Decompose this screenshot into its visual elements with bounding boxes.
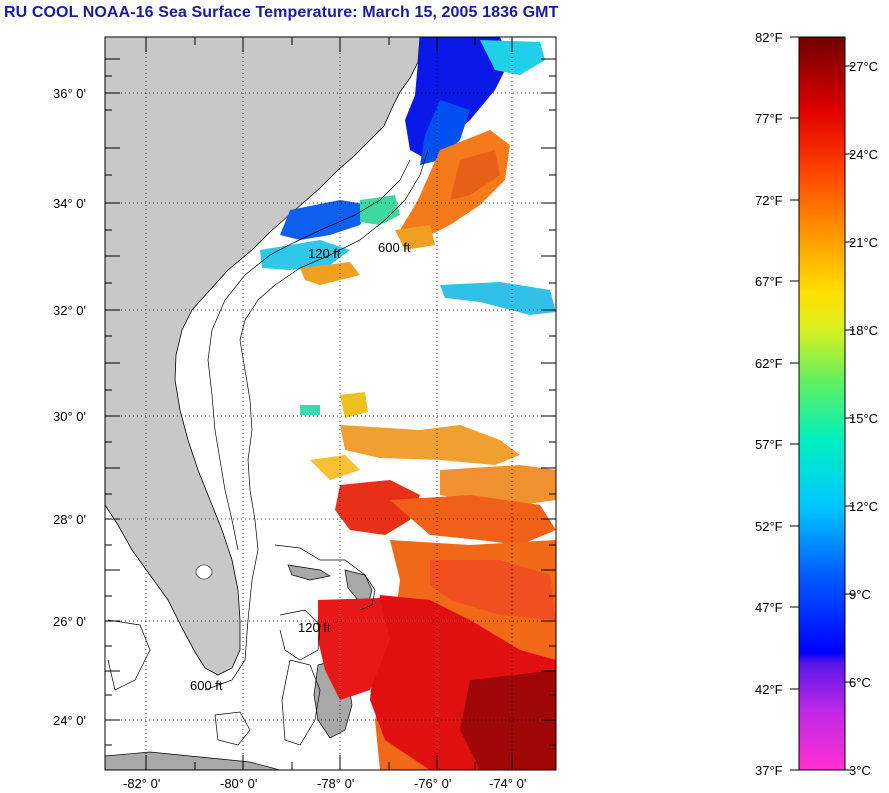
lon-label-74: -74° 0' bbox=[489, 776, 526, 791]
cb-c-3: 3°C bbox=[849, 763, 871, 778]
cb-f-72: 72°F bbox=[755, 193, 783, 208]
cb-f-82: 82°F bbox=[755, 30, 783, 45]
contour-label-600-south: 600 ft bbox=[190, 678, 223, 693]
cb-f-77: 77°F bbox=[755, 111, 783, 126]
cb-f-47: 47°F bbox=[755, 600, 783, 615]
cb-c-18: 18°C bbox=[849, 323, 878, 338]
lat-label-28: 28° 0' bbox=[53, 512, 86, 527]
right-ticks bbox=[541, 58, 556, 746]
lat-label-26: 26° 0' bbox=[53, 614, 86, 629]
cb-c-15: 15°C bbox=[849, 411, 878, 426]
lat-label-34: 34° 0' bbox=[53, 196, 86, 211]
cb-c-12: 12°C bbox=[849, 499, 878, 514]
lat-label-30: 30° 0' bbox=[53, 409, 86, 424]
cb-c-24: 24°C bbox=[849, 147, 878, 162]
map-title: RU COOL NOAA-16 Sea Surface Temperature:… bbox=[4, 4, 559, 21]
lon-label-76: -76° 0' bbox=[414, 776, 451, 791]
cb-f-52: 52°F bbox=[755, 519, 783, 534]
cb-f-57: 57°F bbox=[755, 437, 783, 452]
lat-label-24: 24° 0' bbox=[53, 713, 86, 728]
colorbar-ticks bbox=[790, 36, 854, 771]
left-ticks bbox=[105, 58, 120, 746]
lat-label-32: 32° 0' bbox=[53, 303, 86, 318]
contour-label-120-bahamas: 120 ft bbox=[298, 620, 331, 635]
contour-label-120: 120 ft bbox=[308, 246, 341, 261]
lon-label-82: -82° 0' bbox=[123, 776, 160, 791]
colorbar bbox=[798, 36, 846, 771]
cuba bbox=[105, 751, 281, 770]
sst-data bbox=[260, 37, 556, 770]
bottom-ticks bbox=[145, 37, 513, 770]
cb-f-62: 62°F bbox=[755, 356, 783, 371]
lon-label-80: -80° 0' bbox=[220, 776, 257, 791]
contour-label-600: 600 ft bbox=[378, 240, 411, 255]
cb-c-21: 21°C bbox=[849, 235, 878, 250]
lat-label-36: 36° 0' bbox=[53, 86, 86, 101]
cb-f-67: 67°F bbox=[755, 274, 783, 289]
bahamas-grand bbox=[287, 564, 331, 581]
us-landmass bbox=[105, 37, 421, 676]
map-border bbox=[104, 36, 557, 771]
cb-c-9: 9°C bbox=[849, 587, 871, 602]
cb-f-37: 37°F bbox=[755, 763, 783, 778]
lake-okeechobee bbox=[195, 564, 213, 580]
lon-label-78: -78° 0' bbox=[317, 776, 354, 791]
cb-f-42: 42°F bbox=[755, 682, 783, 697]
cb-c-27: 27°C bbox=[849, 59, 878, 74]
cb-c-6: 6°C bbox=[849, 675, 871, 690]
isobath-contours bbox=[107, 149, 429, 746]
